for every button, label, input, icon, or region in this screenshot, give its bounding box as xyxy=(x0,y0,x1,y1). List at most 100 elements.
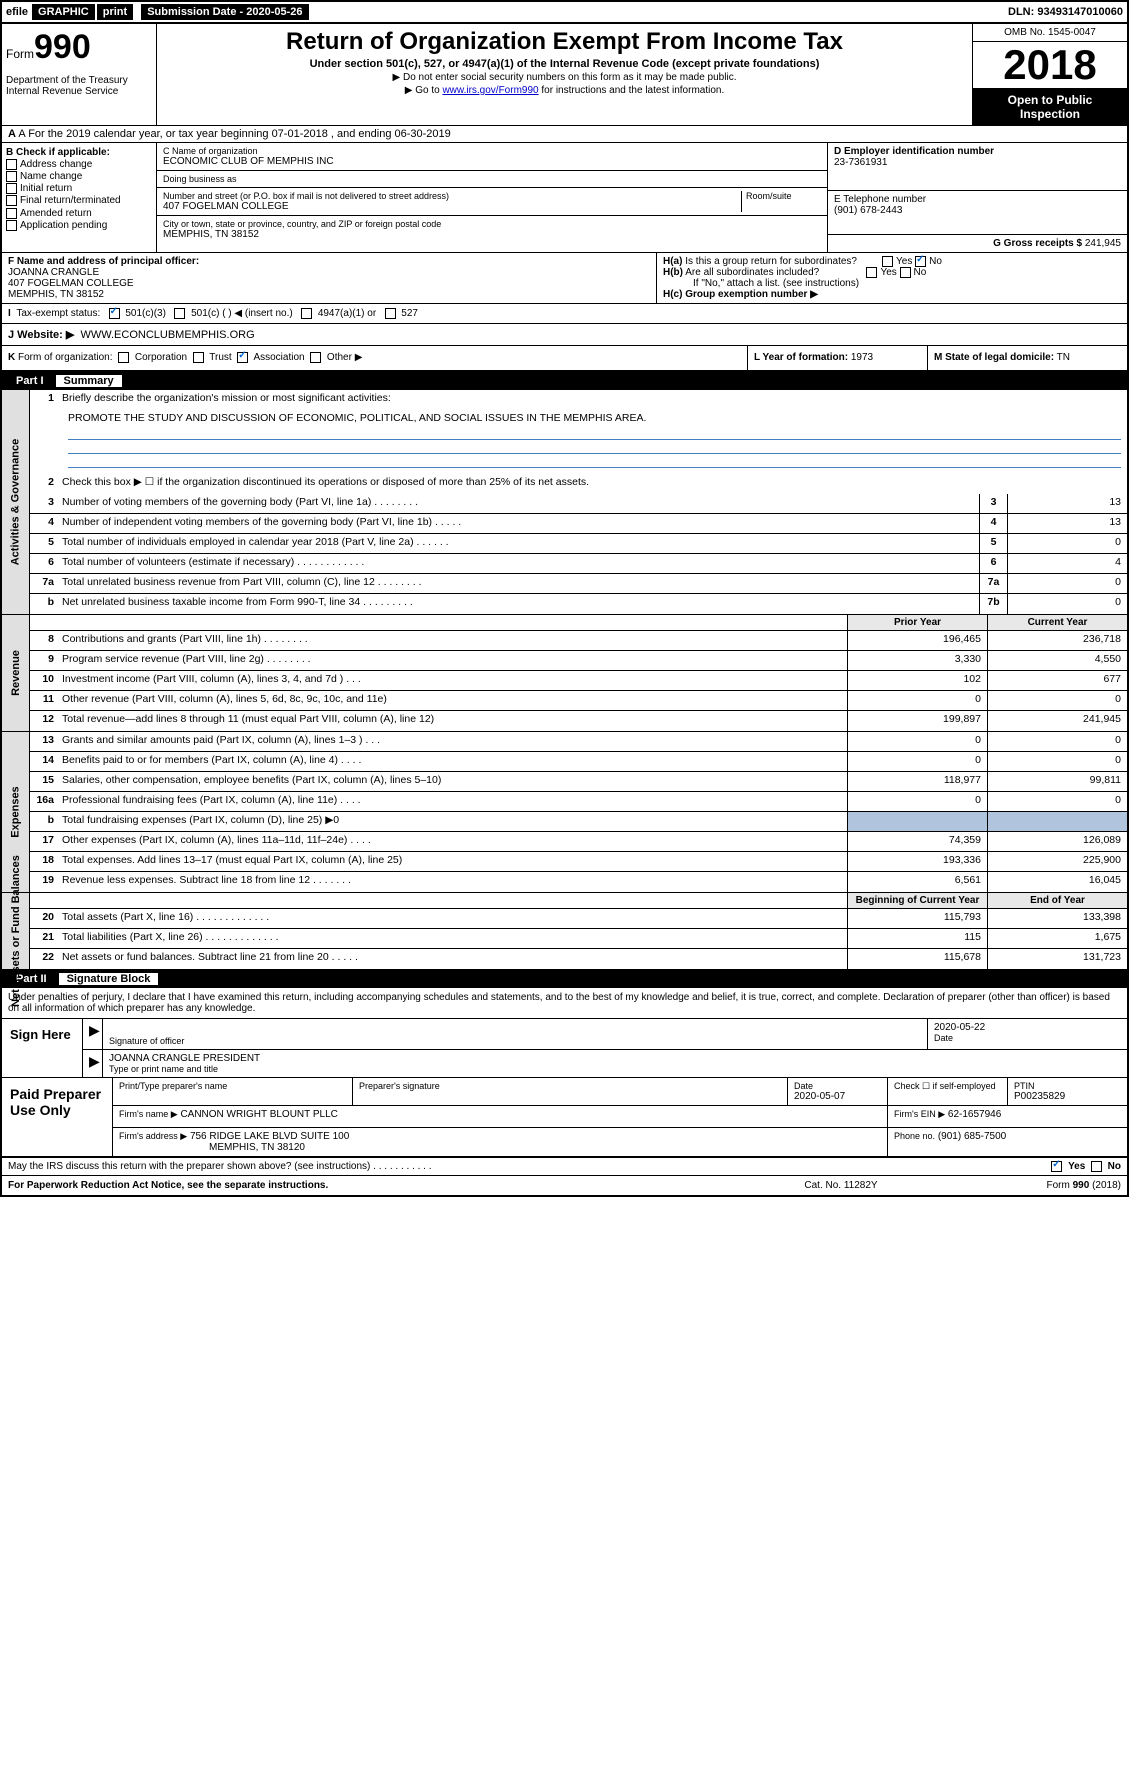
chk-final-return[interactable]: Final return/terminated xyxy=(6,195,152,206)
ein-label: D Employer identification number xyxy=(834,146,994,157)
chk-501c3[interactable] xyxy=(109,308,120,319)
box-b-label: B Check if applicable: xyxy=(6,147,110,158)
gross-receipts-value: 241,945 xyxy=(1085,238,1121,249)
paperwork-notice: For Paperwork Reduction Act Notice, see … xyxy=(8,1180,741,1191)
org-name: ECONOMIC CLUB OF MEMPHIS INC xyxy=(163,156,821,167)
prep-date-label: Date xyxy=(794,1081,881,1091)
firm-city: MEMPHIS, TN 38120 xyxy=(119,1142,305,1153)
chk-527[interactable] xyxy=(385,308,396,319)
table-row: 14Benefits paid to or for members (Part … xyxy=(30,752,1127,772)
discuss-yes[interactable] xyxy=(1051,1161,1062,1172)
dba-label: Doing business as xyxy=(163,174,821,184)
discuss-row: May the IRS discuss this return with the… xyxy=(2,1158,1127,1176)
mission-line xyxy=(68,454,1121,468)
table-row: 9Program service revenue (Part VIII, lin… xyxy=(30,651,1127,671)
print-button[interactable]: print xyxy=(97,4,133,20)
self-emp-label: Check ☐ if self-employed xyxy=(894,1081,1001,1092)
irs-link[interactable]: www.irs.gov/Form990 xyxy=(442,85,538,96)
side-net-assets: Net Assets or Fund Balances xyxy=(2,893,30,969)
right-info: D Employer identification number 23-7361… xyxy=(827,143,1127,252)
firm-phone-label: Phone no. xyxy=(894,1131,935,1141)
street-address: 407 FOGELMAN COLLEGE xyxy=(163,201,741,212)
table-row: 19Revenue less expenses. Subtract line 1… xyxy=(30,872,1127,892)
discuss-no[interactable] xyxy=(1091,1161,1102,1172)
officer-addr2: MEMPHIS, TN 38152 xyxy=(8,289,104,300)
firm-ein-label: Firm's EIN ▶ xyxy=(894,1109,945,1119)
chk-assoc[interactable] xyxy=(237,352,248,363)
firm-addr-label: Firm's address ▶ xyxy=(119,1131,187,1141)
part1-rev: Revenue Prior YearCurrent Year 8Contribu… xyxy=(2,615,1127,732)
row-j: J Website: ▶ WWW.ECONCLUBMEMPHIS.ORG xyxy=(2,324,1127,346)
firm-name-label: Firm's name ▶ xyxy=(119,1109,178,1119)
chk-4947[interactable] xyxy=(301,308,312,319)
table-row: 18Total expenses. Add lines 13–17 (must … xyxy=(30,852,1127,872)
omb-label: OMB No. 1545-0047 xyxy=(973,24,1127,42)
tax-year-range: A For the 2019 calendar year, or tax yea… xyxy=(18,128,450,140)
table-row: bNet unrelated business taxable income f… xyxy=(30,594,1127,614)
table-row: 16aProfessional fundraising fees (Part I… xyxy=(30,792,1127,812)
footer: For Paperwork Reduction Act Notice, see … xyxy=(2,1176,1127,1195)
table-row: 7aTotal unrelated business revenue from … xyxy=(30,574,1127,594)
officer-label: F Name and address of principal officer: xyxy=(8,256,199,267)
title-box: Return of Organization Exempt From Incom… xyxy=(157,24,972,125)
firm-ein: 62-1657946 xyxy=(948,1109,1001,1120)
firm-addr: 756 RIDGE LAKE BLVD SUITE 100 xyxy=(190,1131,349,1142)
entity-info: B Check if applicable: Address change Na… xyxy=(2,143,1127,253)
ein-value: 23-7361931 xyxy=(834,157,887,168)
part1-exp: Expenses 13Grants and similar amounts pa… xyxy=(2,732,1127,893)
city-value: MEMPHIS, TN 38152 xyxy=(163,229,821,240)
col-current: Current Year xyxy=(987,615,1127,630)
mission-line xyxy=(68,426,1121,440)
row-klm: K Form of organization: Corporation Trus… xyxy=(2,346,1127,371)
chk-trust[interactable] xyxy=(193,352,204,363)
room-label: Room/suite xyxy=(746,191,821,201)
form-number-box: Form990 Department of the Treasury Inter… xyxy=(2,24,157,125)
chk-amended[interactable]: Amended return xyxy=(6,208,152,219)
part1-gov: Activities & Governance 1Briefly describ… xyxy=(2,390,1127,615)
chk-corp[interactable] xyxy=(118,352,129,363)
hb-note: If "No," attach a list. (see instruction… xyxy=(663,278,1121,289)
domicile: TN xyxy=(1057,352,1070,363)
chk-initial-return[interactable]: Initial return xyxy=(6,183,152,194)
table-row: 8Contributions and grants (Part VIII, li… xyxy=(30,631,1127,651)
year-box: OMB No. 1545-0047 2018 Open to Public In… xyxy=(972,24,1127,125)
part2-header: Part II Signature Block xyxy=(2,970,1127,988)
chk-application-pending[interactable]: Application pending xyxy=(6,220,152,231)
chk-501c[interactable] xyxy=(174,308,185,319)
instr1: ▶ Do not enter social security numbers o… xyxy=(165,72,964,83)
mission-line xyxy=(68,440,1121,454)
side-activities: Activities & Governance xyxy=(2,390,30,614)
instr2: ▶ Go to www.irs.gov/Form990 for instruct… xyxy=(165,85,964,96)
col-begin: Beginning of Current Year xyxy=(847,893,987,908)
prep-sig-label: Preparer's signature xyxy=(359,1081,781,1091)
box-c: C Name of organization ECONOMIC CLUB OF … xyxy=(157,143,827,252)
part1-header: Part I Summary xyxy=(2,372,1127,390)
sign-here-block: Sign Here ▶ Signature of officer 2020-05… xyxy=(2,1018,1127,1078)
chk-name-change[interactable]: Name change xyxy=(6,171,152,182)
table-row: 13Grants and similar amounts paid (Part … xyxy=(30,732,1127,752)
dept-label: Department of the Treasury Internal Reve… xyxy=(6,75,152,97)
table-row: 12Total revenue—add lines 8 through 11 (… xyxy=(30,711,1127,731)
form-number: 990 xyxy=(34,28,91,66)
chk-address-change[interactable]: Address change xyxy=(6,159,152,170)
tax-year: 2018 xyxy=(973,42,1127,88)
phone-label: E Telephone number xyxy=(834,194,926,205)
year-formation-label: L Year of formation: xyxy=(754,352,848,363)
firm-phone: (901) 685-7500 xyxy=(938,1131,1006,1142)
table-row: 22Net assets or fund balances. Subtract … xyxy=(30,949,1127,969)
sig-officer-label: Signature of officer xyxy=(109,1036,921,1046)
declaration-text: Under penalties of perjury, I declare th… xyxy=(2,988,1127,1018)
graphic-button[interactable]: GRAPHIC xyxy=(32,4,95,20)
col-end: End of Year xyxy=(987,893,1127,908)
ptin-label: PTIN xyxy=(1014,1081,1121,1091)
sign-here-label: Sign Here xyxy=(2,1019,82,1077)
dln-label: DLN: 93493147010060 xyxy=(1008,6,1123,18)
submission-date: Submission Date - 2020-05-26 xyxy=(141,4,308,20)
part1-label: Part I xyxy=(8,375,52,387)
officer-print-name: JOANNA CRANGLE PRESIDENT xyxy=(109,1053,1121,1064)
chk-other[interactable] xyxy=(310,352,321,363)
table-row: bTotal fundraising expenses (Part IX, co… xyxy=(30,812,1127,832)
table-row: 4Number of independent voting members of… xyxy=(30,514,1127,534)
subtitle: Under section 501(c), 527, or 4947(a)(1)… xyxy=(165,58,964,70)
form-prefix: Form xyxy=(6,47,34,61)
